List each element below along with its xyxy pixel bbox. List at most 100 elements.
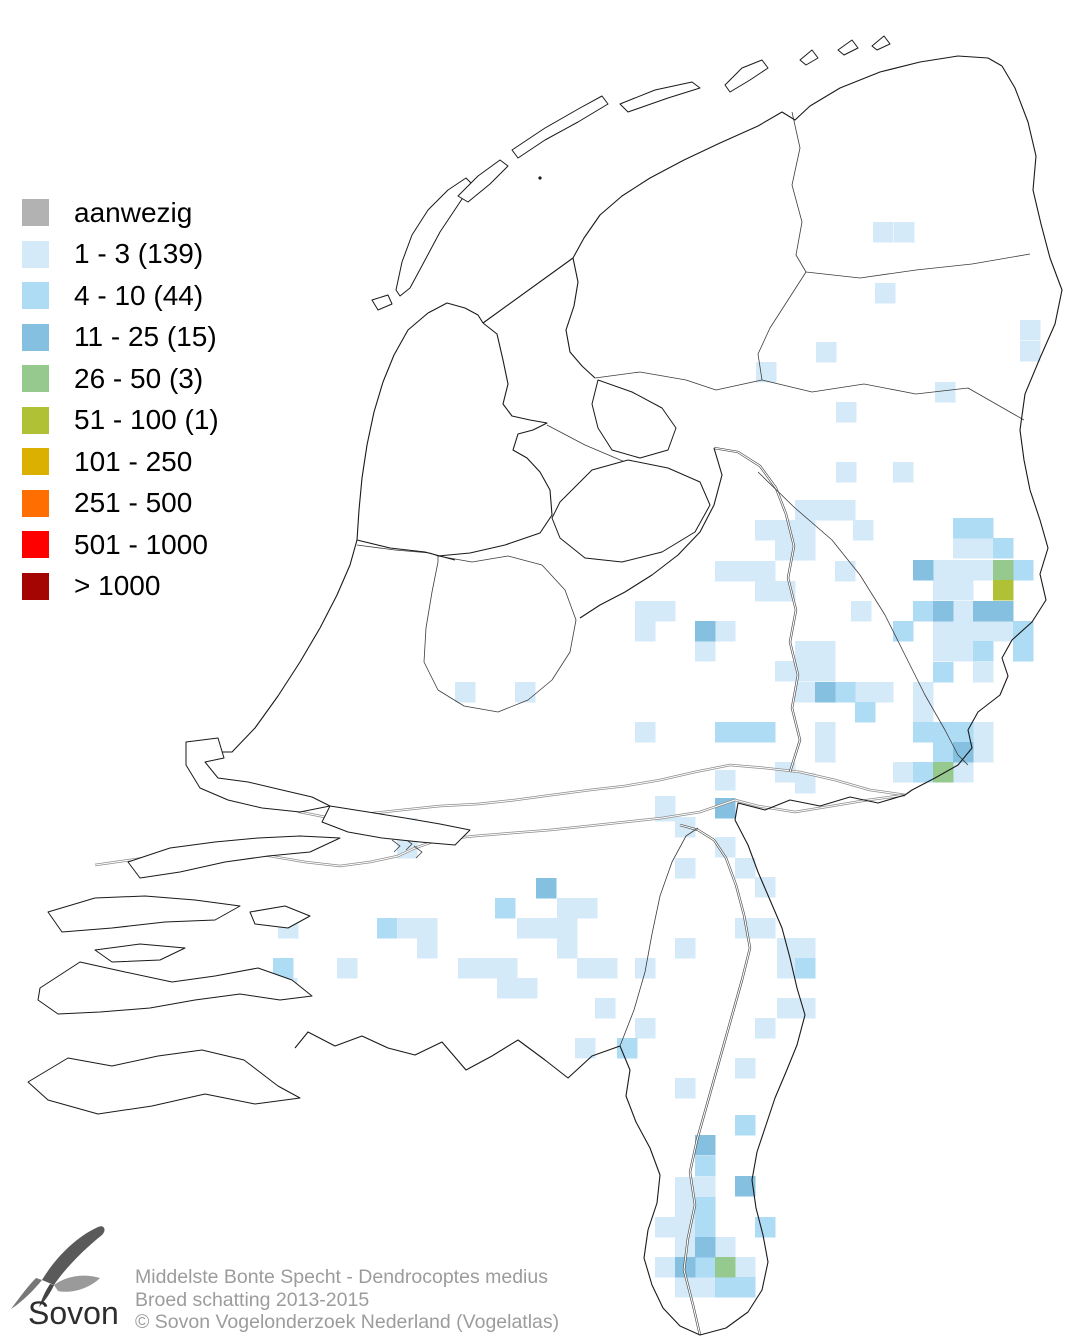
- atlas-cell-c1: [933, 621, 954, 642]
- atlas-cell-c3: [953, 742, 974, 763]
- legend-label: > 1000: [74, 570, 161, 602]
- atlas-cell-c2: [993, 538, 1014, 559]
- atlas-cell-c1: [795, 938, 816, 959]
- atlas-cell-c4: [933, 762, 954, 783]
- survey-period: Broed schatting 2013-2015: [135, 1288, 370, 1311]
- atlas-cell-c1: [715, 561, 736, 582]
- atlas-cell-c1: [655, 1257, 676, 1278]
- atlas-cell-c1: [575, 1038, 596, 1059]
- atlas-cell-c1: [635, 958, 656, 979]
- sovon-logo-text: Sovon: [28, 1295, 119, 1331]
- atlas-cell-c2: [617, 1038, 638, 1059]
- atlas-cell-c2: [735, 1115, 756, 1136]
- atlas-cell-c1: [635, 621, 656, 642]
- atlas-cell-c1: [477, 958, 498, 979]
- map-caption: Middelste Bonte Specht - Dendrocoptes me…: [135, 1266, 559, 1334]
- atlas-cell-c1: [795, 641, 816, 662]
- legend-label: 26 - 50 (3): [74, 362, 204, 394]
- atlas-cell-c1: [795, 520, 816, 541]
- atlas-cell-c1: [873, 222, 894, 243]
- atlas-cell-c1: [973, 538, 994, 559]
- atlas-cell-c1: [935, 382, 956, 403]
- atlas-cell-c1: [675, 858, 696, 879]
- atlas-cell-c1: [775, 540, 796, 561]
- legend-color-swatch: [22, 489, 49, 517]
- atlas-cell-c1: [815, 641, 836, 662]
- legend-item-c8: 501 - 1000: [22, 524, 219, 566]
- atlas-cell-c1: [777, 958, 798, 979]
- atlas-cell-c1: [777, 998, 798, 1019]
- atlas-cell-c1: [1020, 341, 1041, 362]
- atlas-cell-c1: [635, 722, 656, 743]
- atlas-cell-c1: [398, 918, 419, 939]
- atlas-cell-c3: [715, 798, 736, 819]
- legend-label: 101 - 250: [74, 445, 193, 477]
- atlas-cell-c2: [695, 1257, 716, 1278]
- atlas-cell-c1: [836, 462, 857, 483]
- legend-item-c7: 251 - 500: [22, 483, 219, 525]
- atlas-cell-c1: [815, 500, 836, 521]
- atlas-cell-c1: [973, 662, 994, 683]
- atlas-cell-c2: [953, 722, 974, 743]
- atlas-cell-c1: [417, 918, 438, 939]
- atlas-cell-c2: [973, 518, 994, 539]
- atlas-cell-c2: [795, 958, 816, 979]
- atlas-cell-c1: [835, 561, 856, 582]
- legend-color-swatch: [22, 282, 49, 310]
- atlas-cell-c1: [851, 601, 872, 622]
- atlas-cell-c2: [1013, 621, 1034, 642]
- atlas-cell-c2: [913, 762, 934, 783]
- atlas-cell-c2: [933, 662, 954, 683]
- atlas-cell-c1: [675, 1078, 696, 1099]
- atlas-cell-c1: [755, 581, 776, 602]
- atlas-cell-c1: [735, 1257, 756, 1278]
- atlas-cell-c3: [695, 1135, 716, 1156]
- atlas-cell-c1: [695, 1177, 716, 1198]
- atlas-cell-c1: [933, 560, 954, 581]
- legend-color-swatch: [22, 323, 49, 351]
- atlas-cell-c1: [933, 641, 954, 662]
- atlas-cell-c1: [835, 500, 856, 521]
- atlas-cell-c1: [597, 958, 618, 979]
- atlas-cell-c1: [953, 641, 974, 662]
- atlas-cell-c1: [655, 1217, 676, 1238]
- atlas-cell-c1: [795, 540, 816, 561]
- atlas-cell-c1: [953, 560, 974, 581]
- atlas-cell-c2: [913, 722, 934, 743]
- atlas-cell-c1: [635, 1018, 656, 1039]
- atlas-cell-c1: [973, 742, 994, 763]
- legend: aanwezig 1 - 3 (139) 4 - 10 (44) 11 - 25 (1…: [22, 192, 219, 607]
- province-borders-layer: [356, 111, 1031, 1047]
- atlas-cell-c2: [933, 722, 954, 743]
- atlas-cell-c1: [517, 978, 538, 999]
- atlas-cell-c1: [537, 918, 558, 939]
- grid-cells-layer: [198, 222, 1041, 1298]
- atlas-cell-c1: [675, 1277, 696, 1298]
- atlas-cell-c1: [458, 958, 479, 979]
- atlas-cell-c2: [695, 1156, 716, 1177]
- legend-item-c6: 101 - 250: [22, 441, 219, 483]
- atlas-cell-c2: [735, 1277, 756, 1298]
- atlas-cell-c1: [894, 222, 915, 243]
- atlas-cell-c5: [993, 580, 1014, 601]
- atlas-cell-c2: [953, 518, 974, 539]
- atlas-cell-c1: [973, 560, 994, 581]
- legend-color-swatch: [22, 531, 49, 559]
- coastline-layer: [27, 35, 1063, 1336]
- atlas-cell-c1: [497, 978, 518, 999]
- atlas-cell-c1: [675, 1237, 696, 1258]
- atlas-cell-c1: [775, 661, 796, 682]
- atlas-cell-c1: [695, 641, 716, 662]
- atlas-cell-c2: [1013, 641, 1034, 662]
- atlas-cell-c2: [755, 722, 776, 743]
- atlas-cell-c3: [815, 682, 836, 703]
- legend-item-c3: 11 - 25 (15): [22, 317, 219, 359]
- atlas-cell-c4: [715, 1257, 736, 1278]
- atlas-cell-c1: [715, 770, 736, 791]
- legend-label: 501 - 1000: [74, 528, 208, 560]
- atlas-cell-c1: [795, 998, 816, 1019]
- legend-label: 51 - 100 (1): [74, 404, 219, 436]
- atlas-cell-c1: [577, 958, 598, 979]
- atlas-cell-c4: [993, 560, 1014, 581]
- atlas-cell-c2: [755, 1217, 776, 1238]
